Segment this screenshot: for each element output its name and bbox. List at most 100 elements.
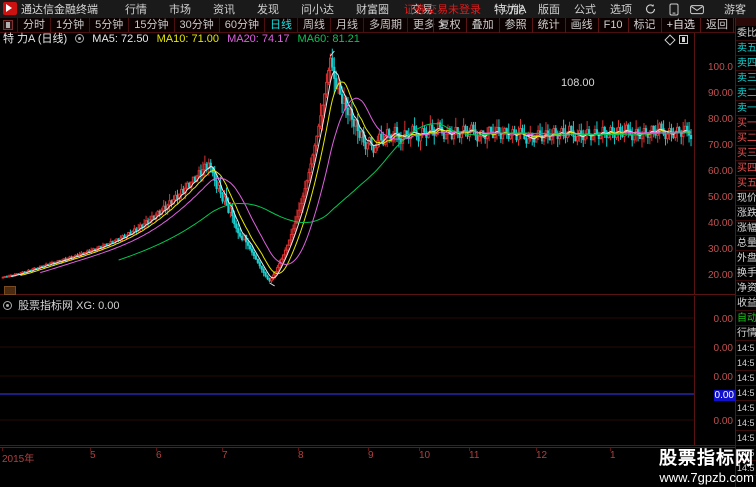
panel-icon[interactable] <box>679 35 688 44</box>
time-tick-mark <box>368 448 369 451</box>
indicator-tick-highlight: 0.00 <box>713 390 735 401</box>
tool-button-diejia[interactable]: 叠加 <box>465 18 500 33</box>
tool-button-biaoji[interactable]: 标记 <box>627 18 662 33</box>
period-tab-daily[interactable]: 日线 <box>264 17 297 33</box>
quote-row-16[interactable]: 换手 <box>736 268 756 281</box>
tool-button-canzhao[interactable]: 参照 <box>498 18 533 33</box>
period-tab-multi[interactable]: 多周期 <box>363 17 407 33</box>
price-tick: 60.00 <box>707 166 733 177</box>
quote-row-10[interactable]: 买五 <box>736 178 756 191</box>
menu-item-xuanxiang[interactable]: 选项 <box>610 4 632 16</box>
quote-row-19[interactable]: 自动 <box>736 313 756 326</box>
quote-row-0[interactable]: 委比 <box>736 28 756 41</box>
period-tab-fenshi[interactable]: 分时 <box>17 17 50 33</box>
menu-item-shichang[interactable]: 市场 <box>169 3 191 16</box>
high-price-label: 108.00 <box>561 77 595 89</box>
quote-row-20[interactable]: 行情 <box>736 328 756 341</box>
quote-row-3[interactable]: 卖三 <box>736 73 756 86</box>
user-guest-label[interactable]: 游客 <box>724 4 746 16</box>
menu-item-hangqing[interactable]: 行情 <box>125 3 147 16</box>
quote-row-17[interactable]: 净资 <box>736 283 756 296</box>
quote-row-26[interactable]: 14:5 <box>736 416 756 431</box>
tool-button-add-watchlist[interactable]: +自选 <box>660 18 701 33</box>
quote-row-25[interactable]: 14:5 <box>736 401 756 416</box>
period-tab-60min[interactable]: 60分钟 <box>218 17 264 33</box>
indicator-settings-icon[interactable] <box>3 301 12 310</box>
quote-row-5[interactable]: 卖一 <box>736 103 756 116</box>
time-tick: 1 <box>610 450 616 461</box>
tool-button-huaxian[interactable]: 画线 <box>564 18 599 33</box>
quote-row-9[interactable]: 买四 <box>736 163 756 176</box>
refresh-icon[interactable] <box>643 3 658 16</box>
indicator-tab-chip[interactable] <box>4 286 16 295</box>
chart-tools-group: 复权 叠加 参照 统计 画线 F10 标记 +自选 返回 <box>432 18 734 33</box>
time-tick: 2015年 <box>2 454 35 465</box>
period-tab-weekly[interactable]: 周线 <box>297 17 330 33</box>
indicator-tick: 0.00 <box>713 416 733 427</box>
quote-row-12[interactable]: 涨跌 <box>736 208 756 221</box>
indicator-tick: 0.00 <box>713 314 733 325</box>
period-tab-more[interactable]: 更多 > <box>407 17 449 33</box>
quote-row-22[interactable]: 14:5 <box>736 356 756 371</box>
quote-row-6[interactable]: 买一 <box>736 118 756 131</box>
time-tick: 7 <box>222 450 228 461</box>
main-chart-area[interactable]: 特 力A (日线) MA5: 72.50 MA10: 71.00 MA20: 7… <box>0 33 694 331</box>
time-tick-mark <box>2 448 3 451</box>
quote-row-8[interactable]: 买三 <box>736 148 756 161</box>
period-tab-monthly[interactable]: 月线 <box>330 17 363 33</box>
quote-row-1[interactable]: 卖五 <box>736 43 756 56</box>
indicator-header: 股票指标网 XG: 0.00 <box>3 297 120 313</box>
menu-item-gongshi[interactable]: 公式 <box>574 4 596 16</box>
time-tick-mark <box>419 448 420 451</box>
quote-row-27[interactable]: 14:5 <box>736 431 756 446</box>
layout-grid-icon[interactable] <box>3 20 13 30</box>
menu-item-faxian[interactable]: 发现 <box>257 3 279 16</box>
quote-sidebar[interactable]: 委比卖五卖四卖三卖二卖一买一买二买三买四买五现价涨跌涨幅总量外盘换手净资收益自动… <box>735 18 756 487</box>
quote-row-list[interactable]: 委比卖五卖四卖三卖二卖一买一买二买三买四买五现价涨跌涨幅总量外盘换手净资收益自动… <box>736 26 756 476</box>
menu-item-banmian[interactable]: 版面 <box>538 4 560 16</box>
time-tick: 10 <box>419 450 431 461</box>
phone-icon[interactable] <box>666 3 681 16</box>
ma20-legend: MA20: 74.17 <box>227 33 290 45</box>
diamond-icon[interactable] <box>664 33 676 46</box>
time-tick-mark <box>222 448 223 451</box>
menu-item-jiaoyi[interactable]: 交易 <box>411 3 433 16</box>
menu-item-wenxiaoda[interactable]: 问小达 <box>301 3 334 16</box>
tool-button-f10[interactable]: F10 <box>597 18 629 33</box>
quote-row-29[interactable]: 14:5 <box>736 461 756 476</box>
indicator-subpanel[interactable]: 股票指标网 XG: 0.00 <box>0 286 694 446</box>
login-warning-text: 证券交易未登录 <box>404 3 481 16</box>
price-tick: 20.00 <box>707 270 733 281</box>
tool-button-fuquan[interactable]: 复权 <box>432 18 467 33</box>
period-tab-30min[interactable]: 30分钟 <box>173 17 219 33</box>
quote-row-13[interactable]: 涨幅 <box>736 223 756 236</box>
quote-row-2[interactable]: 卖四 <box>736 58 756 71</box>
mail-icon[interactable] <box>689 3 704 16</box>
quote-row-15[interactable]: 外盘 <box>736 253 756 266</box>
quote-row-21[interactable]: 14:5 <box>736 341 756 356</box>
period-tab-15min[interactable]: 15分钟 <box>128 17 173 33</box>
current-stock-name: 特 力A <box>494 3 527 16</box>
quote-row-23[interactable]: 14:5 <box>736 371 756 386</box>
chart-title: 特 力A (日线) <box>3 33 68 45</box>
quote-row-24[interactable]: 14:5 <box>736 386 756 401</box>
quote-row-7[interactable]: 买二 <box>736 133 756 146</box>
quote-row-18[interactable]: 收益 <box>736 298 756 311</box>
price-tick: 70.00 <box>707 140 733 151</box>
candlestick-plot[interactable] <box>0 46 694 295</box>
menu-item-caifuquan[interactable]: 财富圈 <box>356 3 389 16</box>
quote-row-11[interactable]: 现价 <box>736 193 756 206</box>
menu-item-zixun[interactable]: 资讯 <box>213 3 235 16</box>
crosshair-icon[interactable] <box>75 34 85 43</box>
tool-button-return[interactable]: 返回 <box>700 18 734 33</box>
indicator-tick: 0.00 <box>713 343 733 354</box>
period-tab-5min[interactable]: 5分钟 <box>89 17 128 33</box>
quote-row-28[interactable]: 14:5 <box>736 446 756 461</box>
indicator-value: XG: 0.00 <box>76 300 120 312</box>
quote-row-14[interactable]: 总量 <box>736 238 756 251</box>
tool-button-tongji[interactable]: 统计 <box>531 18 566 33</box>
menu-item-gongneng[interactable]: 功能 <box>502 4 524 16</box>
period-tab-1min[interactable]: 1分钟 <box>50 17 89 33</box>
quote-row-4[interactable]: 卖二 <box>736 88 756 101</box>
